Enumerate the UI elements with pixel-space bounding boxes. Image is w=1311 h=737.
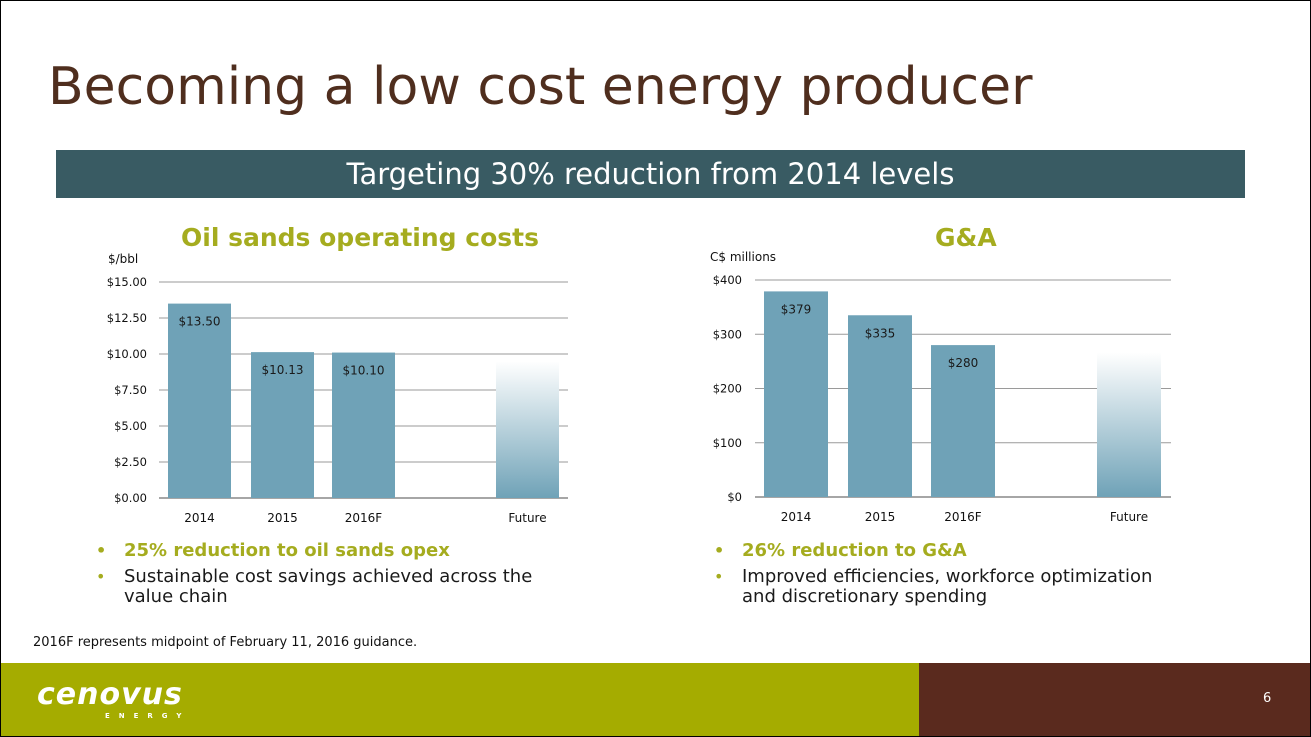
- opex-y-tick-label: $7.50: [114, 383, 147, 397]
- ga-chart-title: G&A: [935, 223, 997, 252]
- opex-y-tick-label: $5.00: [114, 419, 147, 433]
- footnote: 2016F represents midpoint of February 11…: [33, 635, 418, 650]
- bullet-text: 26% reduction to G&A: [742, 540, 967, 561]
- ga-data-label: $335: [865, 326, 896, 340]
- opex-bullet-2: • Sustainable cost savings achieved acros…: [96, 567, 566, 607]
- opex-bar-2016f: [332, 352, 395, 498]
- ga-y-tick-label: $400: [713, 273, 742, 287]
- ga-bar-2015: [848, 315, 912, 497]
- ga-y-tick-label: $200: [713, 382, 742, 396]
- opex-y-tick-label: $2.50: [114, 455, 147, 469]
- ga-y-tick-label: $100: [713, 436, 742, 450]
- ga-y-axis-label: C$ millions: [710, 250, 776, 264]
- ga-bar-future: [1097, 352, 1161, 497]
- opex-y-tick-label: $15.00: [107, 275, 147, 289]
- bullet-text: 25% reduction to oil sands opex: [124, 540, 450, 561]
- footer-band-green: [1, 663, 919, 736]
- ga-data-label: $280: [948, 356, 979, 370]
- opex-y-tick-label: $10.00: [107, 347, 147, 361]
- opex-x-tick-label: 2015: [267, 511, 298, 525]
- opex-x-tick-label: 2014: [184, 511, 215, 525]
- opex-data-label: $10.13: [262, 363, 304, 377]
- bullet-dot-icon: •: [714, 541, 725, 560]
- ga-bullet-1: • 26% reduction to G&A: [714, 541, 1184, 561]
- opex-x-tick-label: 2016F: [345, 511, 383, 525]
- ga-bullet-2: • Improved efficiencies, workforce optimi…: [714, 567, 1184, 607]
- footer-band-brown: [919, 663, 1310, 736]
- cenovus-logo: cenovus: [37, 677, 183, 712]
- target-banner: Targeting 30% reduction from 2014 levels: [56, 150, 1245, 198]
- ga-x-tick-label: 2016F: [944, 510, 982, 524]
- opex-x-tick-label: Future: [508, 511, 546, 525]
- ga-data-label: $379: [781, 302, 812, 316]
- opex-chart-title: Oil sands operating costs: [181, 223, 539, 252]
- cenovus-logo-subtext: ENERGY: [105, 712, 191, 720]
- opex-bullet-1: • 25% reduction to oil sands opex: [96, 541, 566, 561]
- bullet-text: Improved efficiencies, workforce optimiz…: [742, 566, 1153, 607]
- ga-bar-2016f: [931, 345, 995, 497]
- opex-data-label: $10.10: [343, 364, 385, 378]
- page-number: 6: [1263, 691, 1272, 706]
- ga-x-tick-label: Future: [1110, 510, 1148, 524]
- bullet-dot-icon: •: [96, 541, 107, 560]
- opex-y-tick-label: $12.50: [107, 311, 147, 325]
- ga-x-tick-label: 2015: [865, 510, 896, 524]
- ga-bar-2014: [764, 291, 828, 497]
- ga-x-tick-label: 2014: [781, 510, 812, 524]
- opex-bullets: • 25% reduction to oil sands opex • Sustai…: [96, 541, 566, 613]
- opex-bar-2015: [251, 352, 314, 498]
- opex-bar-2014: [168, 303, 231, 498]
- slide-title: Becoming a low cost energy producer: [48, 57, 1033, 117]
- bullet-text: Sustainable cost savings achieved across…: [124, 566, 533, 607]
- ga-y-tick-label: $0: [727, 490, 742, 504]
- opex-y-tick-label: $0.00: [114, 491, 147, 505]
- opex-y-axis-label: $/bbl: [108, 252, 138, 266]
- ga-bullets: • 26% reduction to G&A • Improved efficien…: [714, 541, 1184, 613]
- bullet-dot-icon: •: [96, 567, 106, 586]
- bullet-dot-icon: •: [714, 567, 724, 586]
- opex-bar-future: [496, 361, 559, 498]
- ga-y-tick-label: $300: [713, 327, 742, 341]
- opex-data-label: $13.50: [179, 315, 221, 329]
